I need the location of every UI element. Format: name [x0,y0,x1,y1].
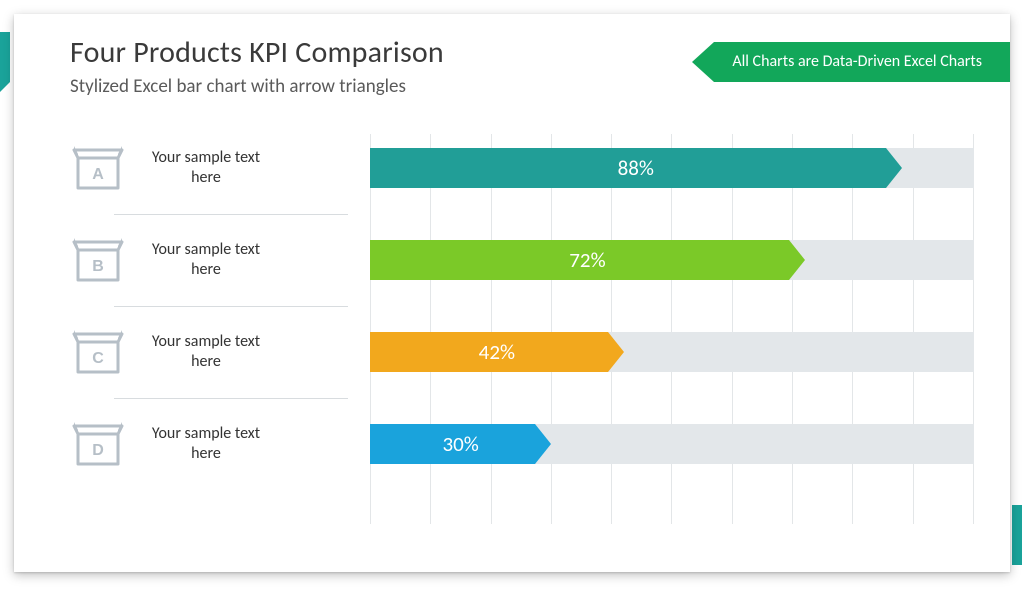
svg-text:B: B [92,258,104,275]
ribbon-text: All Charts are Data-Driven Excel Charts [714,42,1010,82]
row-divider [114,398,348,399]
product-box-icon: A [70,140,126,196]
chart-row: D Your sample text here 30% [70,416,974,472]
bar-track: 42% [370,332,974,372]
header: Four Products KPI Comparison Stylized Ex… [14,34,1010,98]
bar-arrow-icon [886,148,902,188]
bar-arrow-icon [789,240,805,280]
page-title: Four Products KPI Comparison [70,34,692,71]
bar-arrow-icon [535,424,551,464]
page-subtitle: Stylized Excel bar chart with arrow tria… [70,75,692,98]
bar-body [370,424,535,464]
svg-text:D: D [92,442,104,459]
chart-rows: A Your sample text here 88% B Your sample… [70,134,974,472]
bar: 88% [370,148,902,188]
bar-track: 88% [370,148,974,188]
chart-row: A Your sample text here 88% [70,140,974,196]
bar-body [370,332,608,372]
ribbon-badge: All Charts are Data-Driven Excel Charts [692,42,1010,82]
row-label: Your sample text here [126,332,286,372]
row-divider [114,214,348,215]
bar-body [370,240,789,280]
slide: Four Products KPI Comparison Stylized Ex… [14,14,1010,572]
accent-right-marker [1012,505,1022,565]
product-box-icon: B [70,232,126,288]
bar-track: 30% [370,424,974,464]
ribbon-notch [692,42,714,82]
svg-text:C: C [92,350,104,367]
product-box-icon: C [70,324,126,380]
bar-body [370,148,886,188]
row-label: Your sample text here [126,424,286,464]
chart-row: C Your sample text here 42% [70,324,974,380]
svg-text:A: A [92,166,104,183]
row-label: Your sample text here [126,148,286,188]
bar: 42% [370,332,624,372]
row-divider [114,306,348,307]
bar-arrow-icon [608,332,624,372]
row-label: Your sample text here [126,240,286,280]
product-box-icon: D [70,416,126,472]
bar: 72% [370,240,805,280]
chart-row: B Your sample text here 72% [70,232,974,288]
bar-track: 72% [370,240,974,280]
chart: A Your sample text here 88% B Your sample… [70,134,974,554]
bar: 30% [370,424,551,464]
accent-left-marker [0,32,10,92]
